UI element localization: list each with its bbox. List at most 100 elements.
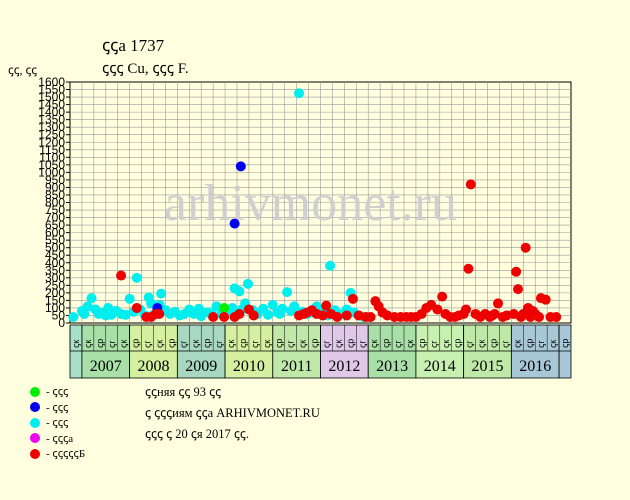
quarter-label: ꞔр — [453, 339, 463, 348]
data-point — [234, 308, 245, 319]
data-point — [248, 310, 259, 321]
quarter-label: ꞔг — [536, 340, 546, 348]
y-tick-label: 1500 — [38, 90, 65, 104]
quarter-label: ꞔк — [71, 340, 81, 348]
y-tick-label: 600 — [45, 226, 65, 240]
y-tick-label: 50 — [52, 308, 66, 322]
data-point — [461, 304, 472, 315]
quarter-label: ꞔг — [250, 340, 260, 348]
legend-dot — [30, 386, 40, 397]
year-label: 2010 — [233, 358, 265, 375]
quarter-label: ꞔр — [202, 339, 212, 348]
data-point — [551, 311, 562, 322]
quarter-label: ꞔк — [154, 340, 164, 348]
y-tick-label: 700 — [45, 211, 65, 225]
quarter-label: ꞔг — [357, 340, 367, 348]
data-point — [235, 161, 246, 172]
legend-item: - ꞔꞔꞔ — [30, 384, 85, 400]
data-point — [131, 272, 142, 283]
quarter-label: ꞔр — [345, 339, 355, 348]
y-tick-label: 1300 — [38, 120, 65, 134]
y-tick-label: 0 — [58, 316, 65, 330]
y-tick-label: 900 — [45, 180, 65, 194]
data-point — [68, 311, 79, 322]
data-point — [317, 310, 328, 321]
y-tick-label: 1550 — [38, 83, 65, 97]
quarter-label: ꞔр — [166, 339, 176, 348]
data-point — [196, 311, 207, 322]
data-point — [525, 311, 536, 322]
y-tick-label: 850 — [45, 188, 65, 202]
y-tick-label: 500 — [45, 241, 65, 255]
data-point — [347, 293, 358, 304]
y-tick-label: 800 — [45, 196, 65, 210]
data-point — [156, 288, 167, 299]
quarter-label: ꞔр — [560, 339, 570, 348]
y-tick-label: 750 — [45, 203, 65, 217]
y-tick-label: 1250 — [38, 128, 65, 142]
y-tick-label: 450 — [45, 248, 65, 262]
y-tick-label: 950 — [45, 173, 65, 187]
y-tick-label: 650 — [45, 218, 65, 232]
quarter-label: ꞔр — [417, 339, 427, 348]
chart-subtitle: ꞔꞔꞔ Cu, ꞔꞔꞔ F. — [102, 61, 189, 77]
quarter-label: ꞔр — [131, 339, 141, 348]
quarter-label: ꞔк — [119, 340, 129, 348]
chart-title: ꞔꞔа 1737 — [102, 36, 165, 55]
data-point — [219, 302, 230, 313]
quarter-label: ꞔг — [214, 340, 224, 348]
y-tick-label: 1000 — [38, 165, 65, 179]
data-point — [234, 286, 245, 297]
quarter-label: ꞔр — [238, 339, 248, 348]
data-point — [432, 304, 443, 315]
legend-dot — [30, 402, 40, 413]
data-point — [289, 301, 300, 312]
year-label: 2013 — [376, 358, 408, 375]
legend-label: - ꞔꞔꞔꞔꞔБ — [46, 448, 86, 461]
data-point — [229, 218, 240, 229]
data-point — [208, 311, 219, 322]
data-point — [465, 179, 476, 190]
legend-label: - ꞔꞔꞔ — [46, 417, 69, 430]
year-label: 2008 — [138, 358, 170, 375]
median-price-note: ꞔꞔняя ꞔꞔ 93 ꞔꞔ — [145, 385, 222, 399]
quarter-label: ꞔк — [477, 340, 487, 348]
data-point — [86, 293, 97, 304]
data-point — [520, 242, 531, 253]
year-label: 2011 — [281, 358, 312, 375]
legend-item: - ꞔꞔꞔꞔꞔБ — [30, 446, 85, 462]
quarter-label: ꞔк — [298, 340, 308, 348]
quarter-label: ꞔг — [143, 340, 153, 348]
date-note: ꞔꞔꞔ ꞔ 20 ꞔя 2017 ꞔꞔ. — [145, 427, 249, 441]
quarter-label: ꞔр — [274, 339, 284, 348]
quarter-label: ꞔр — [310, 339, 320, 348]
quarter-label: ꞔк — [262, 340, 272, 348]
data-point — [294, 88, 305, 99]
legend-dot — [30, 433, 40, 444]
year-label: 2012 — [328, 358, 360, 375]
quarter-label: ꞔк — [83, 340, 93, 348]
y-tick-label: 100 — [45, 301, 65, 315]
data-point — [511, 266, 522, 277]
quarter-label: ꞔг — [321, 340, 331, 348]
data-point — [227, 302, 238, 313]
data-point — [341, 310, 352, 321]
y-tick-label: 1400 — [38, 105, 65, 119]
y-tick-label: 1200 — [38, 135, 65, 149]
y-tick-label: 550 — [45, 233, 65, 247]
legend-item: - ꞔꞔꞔ — [30, 400, 85, 416]
data-point — [267, 299, 278, 310]
quarter-label: ꞔг — [107, 340, 117, 348]
quarter-label: ꞔг — [393, 340, 403, 348]
year-label: 2009 — [185, 358, 217, 375]
quarter-label: ꞔк — [226, 340, 236, 348]
data-point — [332, 311, 343, 322]
data-point — [282, 287, 293, 298]
data-point — [131, 302, 142, 313]
quarter-label: ꞔг — [500, 340, 510, 348]
data-point — [242, 278, 253, 289]
data-point — [274, 308, 285, 319]
data-point — [79, 308, 90, 319]
quarter-label: ꞔг — [429, 340, 439, 348]
legend-dot — [30, 417, 40, 428]
